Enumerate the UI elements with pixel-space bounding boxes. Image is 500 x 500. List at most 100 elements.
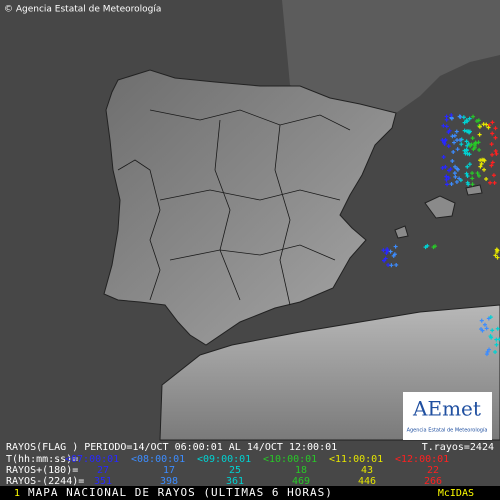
strike [444, 117, 449, 122]
strike [385, 247, 390, 252]
strike [493, 349, 498, 354]
strike [490, 120, 495, 125]
positive-count: 22 [427, 465, 439, 476]
time-label: T(hh:mm:ss)= [6, 454, 78, 465]
border [169, 244, 336, 261]
strike [493, 126, 498, 131]
strike [447, 128, 452, 133]
footer-bar [0, 486, 500, 500]
strike [464, 139, 469, 144]
positive-count: 27 [97, 465, 109, 476]
strike [431, 245, 436, 250]
footer-page: 1 [14, 488, 20, 499]
strike [479, 327, 484, 332]
lightning-strikes [381, 113, 500, 357]
period-time: <11:00:01 [329, 454, 383, 465]
border [149, 109, 351, 131]
strike [445, 182, 450, 187]
strike [482, 167, 487, 172]
france [282, 0, 500, 113]
strike [467, 130, 472, 135]
strike [453, 164, 458, 169]
strike [492, 180, 497, 185]
strike [480, 157, 485, 162]
strike [452, 140, 457, 145]
strike [465, 151, 470, 156]
strike [479, 318, 484, 323]
strike [484, 352, 489, 357]
strike [482, 322, 487, 327]
strike [451, 149, 456, 154]
strike [493, 135, 498, 140]
strike [478, 164, 483, 169]
footer-title: MAPA NACIONAL DE RAYOS (ULTIMAS 6 HORAS) [28, 486, 333, 499]
strike [452, 171, 457, 176]
negative-count: 361 [226, 476, 244, 487]
strike [486, 347, 491, 352]
strike [467, 116, 472, 121]
strike [388, 249, 393, 254]
footer-software: McIDAS [438, 488, 474, 499]
strike [454, 179, 459, 184]
strike [473, 140, 478, 145]
strike [449, 181, 454, 186]
strike [494, 337, 499, 342]
logo-name: AEmet [412, 397, 481, 421]
strike [465, 164, 470, 169]
strike [423, 245, 428, 250]
strike [394, 262, 399, 267]
positive-count: 43 [361, 465, 373, 476]
strike [470, 182, 475, 187]
strike [486, 125, 491, 130]
strike [441, 140, 446, 145]
strike [465, 174, 470, 179]
period-time: <10:00:01 [263, 454, 317, 465]
strike [466, 182, 471, 187]
strike [393, 244, 398, 249]
strike [467, 162, 472, 167]
legend-period: RAYOS(FLAG ) PERIODO=14/OCT 06:00:01 AL … [6, 442, 337, 453]
strike [477, 147, 482, 152]
strike [455, 138, 460, 143]
strike [449, 113, 454, 118]
logo-subtitle: Agencia Estatal de Meteorología [407, 427, 488, 434]
strike [487, 123, 492, 128]
negative-count: 398 [160, 476, 178, 487]
credit: © Agencia Estatal de Meteorología [4, 5, 161, 15]
strike [470, 176, 475, 181]
strike [484, 326, 489, 331]
period-time: <12:00:01 [395, 454, 449, 465]
legend-total: T.rayos=2424 [422, 442, 494, 453]
strike [459, 142, 464, 147]
positive-count: 18 [295, 465, 307, 476]
strike [444, 174, 449, 179]
strike [392, 252, 397, 257]
strike [488, 334, 493, 339]
strike [489, 142, 494, 147]
strike [477, 132, 482, 137]
strike [446, 144, 451, 149]
mallorca [424, 195, 456, 219]
strike [446, 175, 451, 180]
strike [479, 161, 484, 166]
strike [484, 122, 489, 127]
strike [490, 328, 495, 333]
strike [470, 171, 475, 176]
strike [490, 160, 495, 165]
strike [457, 176, 462, 181]
strike [484, 177, 489, 182]
strike [493, 149, 498, 154]
strike [464, 171, 469, 176]
strike [440, 165, 445, 170]
strike [488, 180, 493, 185]
strike [485, 349, 490, 354]
strike [381, 248, 386, 253]
negative-count: 266 [424, 476, 442, 487]
negative-count: 351 [94, 476, 112, 487]
strike [455, 147, 460, 152]
strike [489, 163, 494, 168]
period-time: <09:00:01 [197, 454, 251, 465]
strike [453, 174, 458, 179]
strike [490, 131, 495, 136]
